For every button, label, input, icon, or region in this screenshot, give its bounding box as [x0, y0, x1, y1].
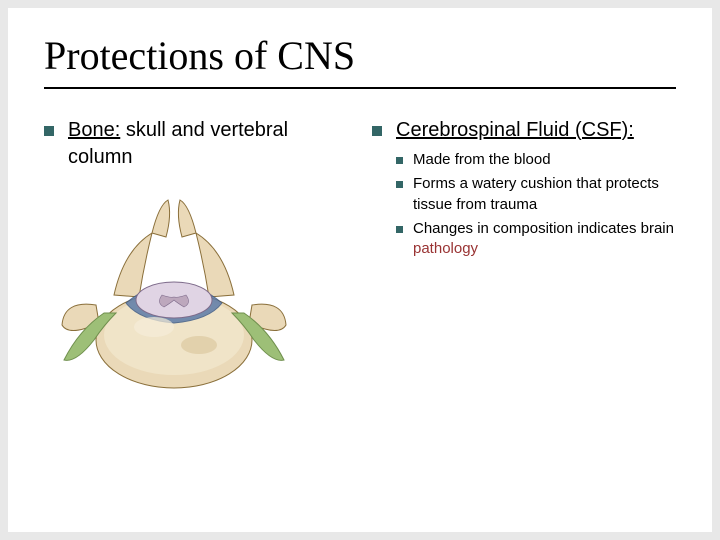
sub-text-0: Made from the blood: [413, 150, 551, 170]
slide-title: Protections of CNS: [44, 32, 676, 89]
right-heading-text: Cerebrospinal Fluid (CSF):: [396, 117, 634, 144]
bullet-icon: [372, 126, 382, 136]
left-heading-underline: Bone:: [68, 119, 120, 141]
pathology-word: pathology: [413, 240, 478, 257]
sub-text-2: Changes in composition indicates brain p…: [413, 219, 676, 260]
content-columns: Bone: skull and vertebral column: [44, 117, 676, 395]
sub-text-2-plain: Changes in composition indicates brain: [413, 220, 674, 237]
bullet-icon: [396, 226, 403, 233]
left-heading-text: Bone: skull and vertebral column: [68, 117, 348, 171]
right-sublist: Made from the blood Forms a watery cushi…: [396, 150, 676, 259]
bullet-icon: [44, 126, 54, 136]
slide: Protections of CNS Bone: skull and verte…: [8, 8, 712, 532]
right-column: Cerebrospinal Fluid (CSF): Made from the…: [372, 117, 676, 395]
sub-text-1: Forms a watery cushion that protects tis…: [413, 174, 676, 215]
left-column: Bone: skull and vertebral column: [44, 117, 348, 395]
sub-item-1: Forms a watery cushion that protects tis…: [396, 174, 676, 215]
right-bullet-item: Cerebrospinal Fluid (CSF):: [372, 117, 676, 144]
right-heading-underline: Cerebrospinal Fluid (CSF):: [396, 119, 634, 141]
bullet-icon: [396, 157, 403, 164]
bullet-icon: [396, 181, 403, 188]
vertebra-figure: [44, 185, 304, 395]
vertebra-svg: [44, 185, 304, 395]
left-bullet-item: Bone: skull and vertebral column: [44, 117, 348, 171]
sub-item-0: Made from the blood: [396, 150, 676, 170]
sub-item-2: Changes in composition indicates brain p…: [396, 219, 676, 260]
